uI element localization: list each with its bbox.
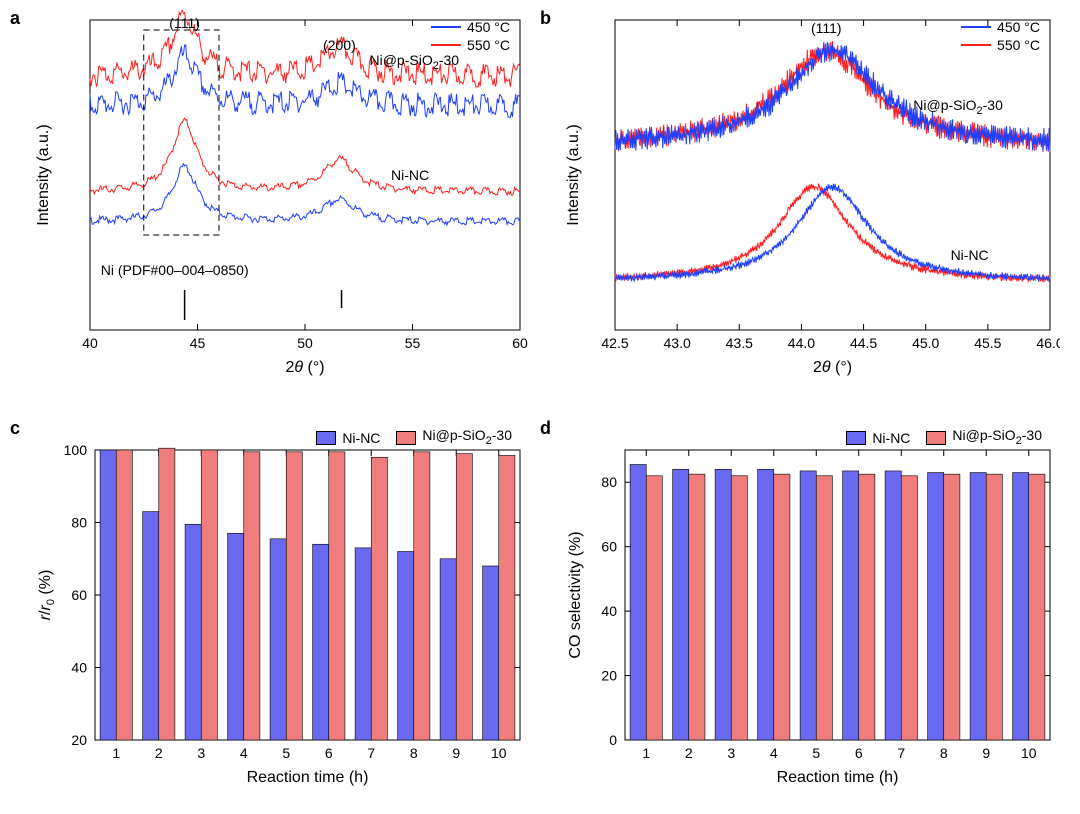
svg-text:3: 3 (727, 745, 735, 761)
svg-text:5: 5 (812, 745, 820, 761)
svg-text:43.5: 43.5 (726, 335, 753, 351)
svg-text:Ni@p-SiO2-30: Ni@p-SiO2-30 (913, 97, 1003, 117)
svg-text:60: 60 (512, 335, 528, 351)
svg-text:45: 45 (190, 335, 206, 351)
svg-text:6: 6 (855, 745, 863, 761)
svg-text:Ni-NC: Ni-NC (391, 167, 429, 183)
svg-text:55: 55 (405, 335, 421, 351)
svg-text:46.0: 46.0 (1036, 335, 1060, 351)
panel-d-legend: Ni-NCNi@p-SiO2-30 (846, 426, 1042, 450)
svg-text:43.0: 43.0 (664, 335, 691, 351)
panel-b-legend: 450 °C550 °C (961, 18, 1040, 54)
svg-text:Ni@p-SiO2-30: Ni@p-SiO2-30 (370, 52, 460, 72)
svg-text:44.5: 44.5 (850, 335, 877, 351)
svg-text:45.5: 45.5 (974, 335, 1001, 351)
panel-b-label: b (540, 8, 551, 29)
panel-d: d02040608012345678910Reaction time (h)CO… (560, 420, 1060, 790)
svg-text:100: 100 (64, 442, 88, 458)
svg-text:2θ (°): 2θ (°) (285, 359, 324, 376)
svg-text:Ni (PDF#00–004–0850): Ni (PDF#00–004–0850) (101, 262, 249, 278)
svg-text:80: 80 (601, 474, 617, 490)
svg-text:(111): (111) (811, 20, 842, 36)
svg-text:1: 1 (112, 745, 120, 761)
svg-text:80: 80 (71, 515, 87, 531)
svg-text:42.5: 42.5 (601, 335, 628, 351)
panel-a-legend: 450 °C550 °C (431, 18, 510, 54)
svg-text:10: 10 (1021, 745, 1037, 761)
svg-text:8: 8 (410, 745, 418, 761)
svg-text:r/r0 (%): r/r0 (%) (37, 570, 57, 621)
panel-c-label: c (10, 418, 20, 439)
svg-text:40: 40 (82, 335, 98, 351)
panel-d-label: d (540, 418, 551, 439)
svg-text:40: 40 (71, 660, 87, 676)
svg-text:60: 60 (601, 539, 617, 555)
svg-text:(111): (111) (169, 15, 200, 31)
svg-text:9: 9 (982, 745, 990, 761)
panel-a: a40455055602θ (°)Intensity (a.u.)Ni (PDF… (30, 10, 530, 380)
svg-text:CO selectivity (%): CO selectivity (%) (567, 531, 584, 658)
svg-text:2θ (°): 2θ (°) (813, 359, 852, 376)
svg-text:40: 40 (601, 603, 617, 619)
svg-text:60: 60 (71, 587, 87, 603)
svg-text:4: 4 (770, 745, 778, 761)
panel-a-label: a (10, 8, 20, 29)
svg-text:0: 0 (609, 732, 617, 748)
svg-text:5: 5 (282, 745, 290, 761)
svg-text:45.0: 45.0 (912, 335, 939, 351)
svg-text:8: 8 (940, 745, 948, 761)
svg-text:7: 7 (367, 745, 375, 761)
svg-text:4: 4 (240, 745, 248, 761)
panel-c: c2040608010012345678910Reaction time (h)… (30, 420, 530, 790)
svg-text:9: 9 (452, 745, 460, 761)
svg-text:Intensity (a.u.): Intensity (a.u.) (35, 124, 52, 225)
panel-b: b42.543.043.544.044.545.045.546.02θ (°)I… (560, 10, 1060, 380)
svg-text:6: 6 (325, 745, 333, 761)
svg-text:20: 20 (601, 668, 617, 684)
svg-text:50: 50 (297, 335, 313, 351)
svg-text:10: 10 (491, 745, 507, 761)
svg-text:Reaction time (h): Reaction time (h) (247, 769, 369, 786)
svg-text:3: 3 (197, 745, 205, 761)
panel-c-legend: Ni-NCNi@p-SiO2-30 (316, 426, 512, 450)
svg-text:Ni-NC: Ni-NC (951, 247, 989, 263)
svg-text:2: 2 (155, 745, 163, 761)
svg-text:2: 2 (685, 745, 693, 761)
svg-text:1: 1 (642, 745, 650, 761)
svg-text:44.0: 44.0 (788, 335, 815, 351)
svg-text:(200): (200) (323, 37, 356, 53)
svg-text:Reaction time (h): Reaction time (h) (777, 769, 899, 786)
svg-text:7: 7 (897, 745, 905, 761)
svg-text:20: 20 (71, 732, 87, 748)
svg-text:Intensity (a.u.): Intensity (a.u.) (565, 124, 582, 225)
